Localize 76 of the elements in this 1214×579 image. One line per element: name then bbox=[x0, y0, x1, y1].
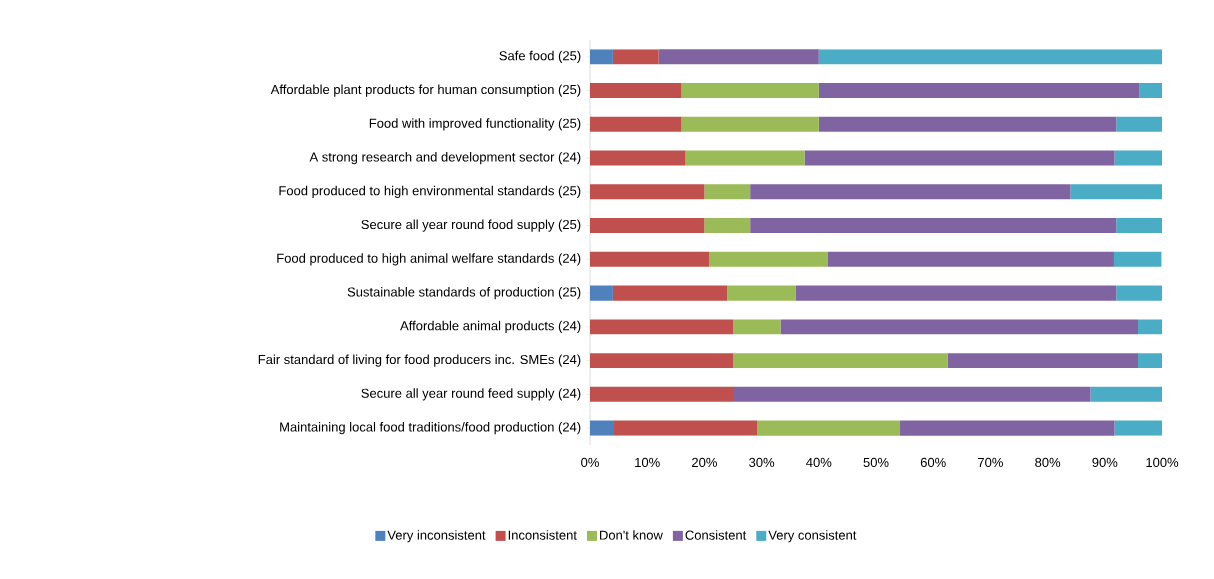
y-tick-label: Affordable animal products (24) bbox=[400, 320, 581, 333]
y-tick-label: Fair standard of living for food producers inc. SMEs (24) bbox=[258, 354, 581, 367]
bar bbox=[590, 49, 613, 65]
y-tick-label: Food produced to high animal welfare standards (24) bbox=[277, 253, 581, 266]
bar bbox=[704, 218, 751, 234]
legend-label: Very consistent bbox=[768, 530, 857, 543]
bar bbox=[757, 420, 901, 436]
y-tick-label: Secure all year round food supply (25) bbox=[361, 219, 581, 232]
y-tick-label: A strong research and development sector (24) bbox=[309, 152, 581, 165]
bar bbox=[818, 49, 1163, 65]
y-tick-label: Food with improved functionality (25) bbox=[369, 118, 581, 131]
bar bbox=[612, 285, 728, 301]
bar bbox=[1090, 386, 1163, 402]
bar bbox=[795, 285, 1117, 301]
bar bbox=[1070, 184, 1163, 200]
legend-label: Don't know bbox=[600, 530, 663, 540]
x-tick-label: 100% bbox=[1146, 457, 1179, 467]
bar bbox=[1113, 251, 1162, 267]
x-tick-label: 30% bbox=[749, 457, 775, 467]
bar bbox=[780, 319, 1138, 335]
bar bbox=[658, 49, 819, 65]
bar bbox=[727, 285, 796, 301]
bar bbox=[590, 353, 734, 369]
bar bbox=[590, 251, 709, 267]
bar bbox=[590, 319, 734, 335]
x-tick-label: 70% bbox=[978, 457, 1003, 467]
x-tick-label: 10% bbox=[635, 457, 660, 467]
bar bbox=[681, 116, 819, 132]
bar bbox=[804, 150, 1115, 166]
bar bbox=[590, 184, 705, 200]
legend-label: Consistent bbox=[685, 530, 747, 540]
bar bbox=[1137, 319, 1163, 335]
bar bbox=[750, 184, 1071, 200]
bar bbox=[1116, 285, 1163, 301]
y-tick-label: Maintaining local food traditions/food production (24) bbox=[280, 422, 581, 435]
y-tick-label: Safe food (25) bbox=[499, 50, 581, 63]
y-tick-label: Secure all year round feed supply (24) bbox=[361, 388, 581, 401]
bar bbox=[590, 83, 682, 99]
bar bbox=[827, 251, 1114, 267]
bar bbox=[733, 353, 948, 369]
x-tick-label: 60% bbox=[920, 457, 946, 467]
bar bbox=[685, 150, 805, 166]
bar bbox=[681, 83, 819, 99]
legend-label: Very inconsistent bbox=[387, 530, 486, 543]
x-tick-label: 90% bbox=[1092, 457, 1118, 467]
bar bbox=[612, 49, 659, 65]
bar bbox=[947, 353, 1138, 369]
x-tick-label: 80% bbox=[1035, 457, 1061, 467]
bar bbox=[1137, 353, 1163, 369]
bar bbox=[590, 386, 734, 402]
bar bbox=[1116, 116, 1163, 132]
bar bbox=[733, 319, 781, 335]
bar bbox=[708, 251, 828, 267]
bar bbox=[704, 184, 751, 200]
bar bbox=[590, 285, 613, 301]
bar bbox=[1116, 218, 1163, 234]
bar bbox=[590, 218, 705, 234]
bar bbox=[750, 218, 1117, 234]
y-tick-label: Sustainable standards of production (25) bbox=[347, 287, 581, 300]
y-tick-label: Affordable plant products for human consumption (25) bbox=[270, 84, 581, 97]
bar bbox=[614, 420, 758, 436]
x-tick-label: 40% bbox=[806, 457, 832, 467]
y-tick-label: Food produced to high environmental standards (25) bbox=[279, 185, 581, 198]
bar bbox=[1114, 420, 1163, 436]
bar bbox=[900, 420, 1115, 436]
bar bbox=[590, 150, 686, 166]
legend-label: Inconsistent bbox=[508, 530, 577, 540]
bar bbox=[818, 116, 1117, 132]
bar bbox=[1139, 83, 1163, 99]
bar bbox=[733, 386, 1091, 402]
bar bbox=[1114, 150, 1163, 166]
x-tick-label: 50% bbox=[863, 457, 889, 467]
x-tick-label: 20% bbox=[692, 457, 717, 467]
x-tick-label: 0% bbox=[581, 457, 599, 467]
bar bbox=[818, 83, 1140, 99]
bar bbox=[590, 116, 682, 132]
